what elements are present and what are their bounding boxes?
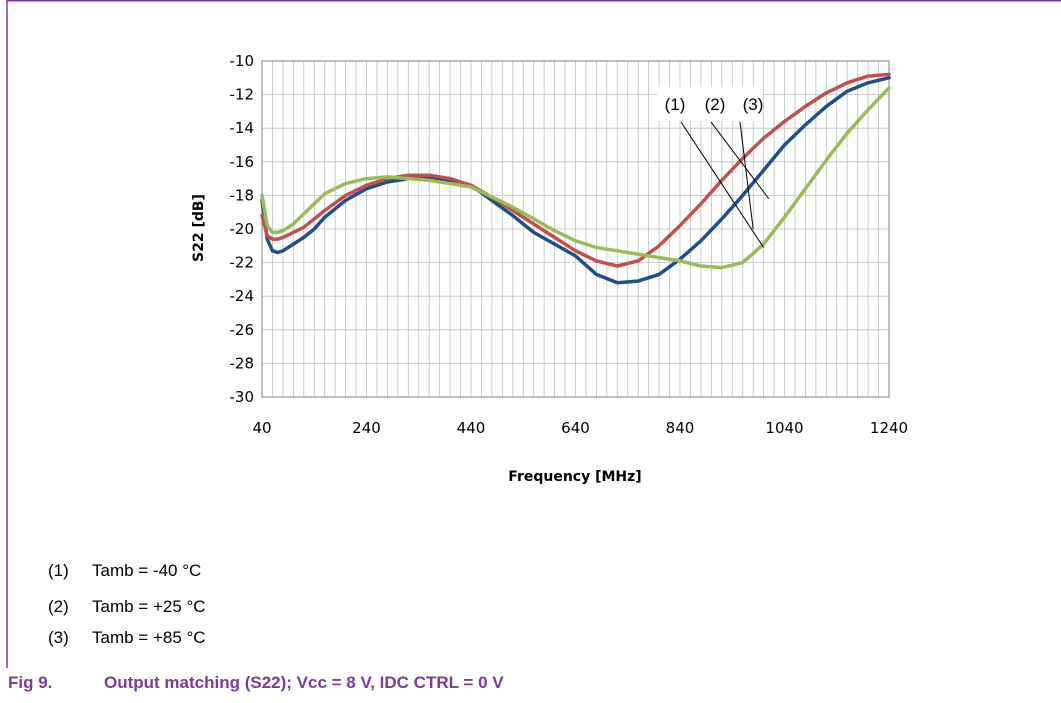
- series-callout: (1) (2) (3): [657, 87, 770, 248]
- y-tick-label: -22: [230, 254, 255, 272]
- legend-number: (3): [48, 628, 69, 647]
- legend-text: Tamb = +25 °C: [92, 597, 206, 616]
- series-line-3: [260, 86, 891, 270]
- chart: -10 -12 -14 -16 -18 -20 -22 -24 -26 -28 -30 40 240 44…: [191, 52, 909, 485]
- x-tick-label: 640: [561, 419, 590, 437]
- y-tick-label: -24: [230, 287, 255, 305]
- legend-item-1: (1) Tamb = -40 °C: [48, 561, 201, 581]
- figure-number: Fig 9.: [8, 673, 53, 692]
- y-tick-label: -14: [230, 119, 255, 137]
- y-tick-label: -28: [230, 354, 255, 372]
- axes: -10 -12 -14 -16 -18 -20 -22 -24 -26 -28 -30 40 240 44…: [230, 52, 909, 437]
- x-tick-label: 1040: [765, 419, 803, 437]
- plot-border: [261, 60, 890, 398]
- figure-caption: Fig 9. Output matching (S22); Vcc = 8 V, …: [8, 673, 504, 693]
- x-tick-label: 440: [457, 419, 486, 437]
- y-tick-label: -18: [230, 186, 255, 204]
- callout-leader-3: [739, 121, 754, 230]
- legend-number: (2): [48, 597, 69, 616]
- figure-title: Output matching (S22); Vcc = 8 V, IDC CT…: [104, 673, 504, 692]
- y-tick-label: -26: [230, 321, 255, 339]
- callout-label-3: (3): [743, 95, 764, 114]
- legend-item-3: (3) Tamb = +85 °C: [48, 628, 206, 648]
- grid: [261, 60, 890, 398]
- legend-number: (1): [48, 561, 69, 580]
- y-tick-label: -30: [230, 388, 255, 406]
- x-tick-label: 840: [666, 419, 695, 437]
- y-axis-label: S22 [dB]: [191, 194, 207, 262]
- y-tick-label: -10: [230, 52, 255, 70]
- legend-item-2: (2) Tamb = +25 °C: [48, 597, 206, 617]
- x-axis-label: Frequency [MHz]: [508, 469, 641, 485]
- plot-area: [260, 72, 891, 285]
- x-tick-label: 1240: [870, 419, 908, 437]
- series-line-2: [260, 72, 891, 268]
- y-tick-label: -20: [230, 220, 255, 238]
- x-tick-label: 240: [352, 419, 381, 437]
- callout-box: [657, 87, 763, 121]
- x-tick-label: 40: [252, 419, 271, 437]
- y-tick-label: -12: [230, 86, 255, 104]
- y-tick-label: -16: [230, 153, 255, 171]
- callout-leader-1: [680, 121, 765, 248]
- callout-label-1: (1): [665, 95, 686, 114]
- legend-text: Tamb = -40 °C: [92, 561, 202, 580]
- callout-label-2: (2): [705, 95, 726, 114]
- legend-text: Tamb = +85 °C: [92, 628, 206, 647]
- series-line-1: [260, 76, 891, 285]
- callout-leader-2: [710, 121, 770, 200]
